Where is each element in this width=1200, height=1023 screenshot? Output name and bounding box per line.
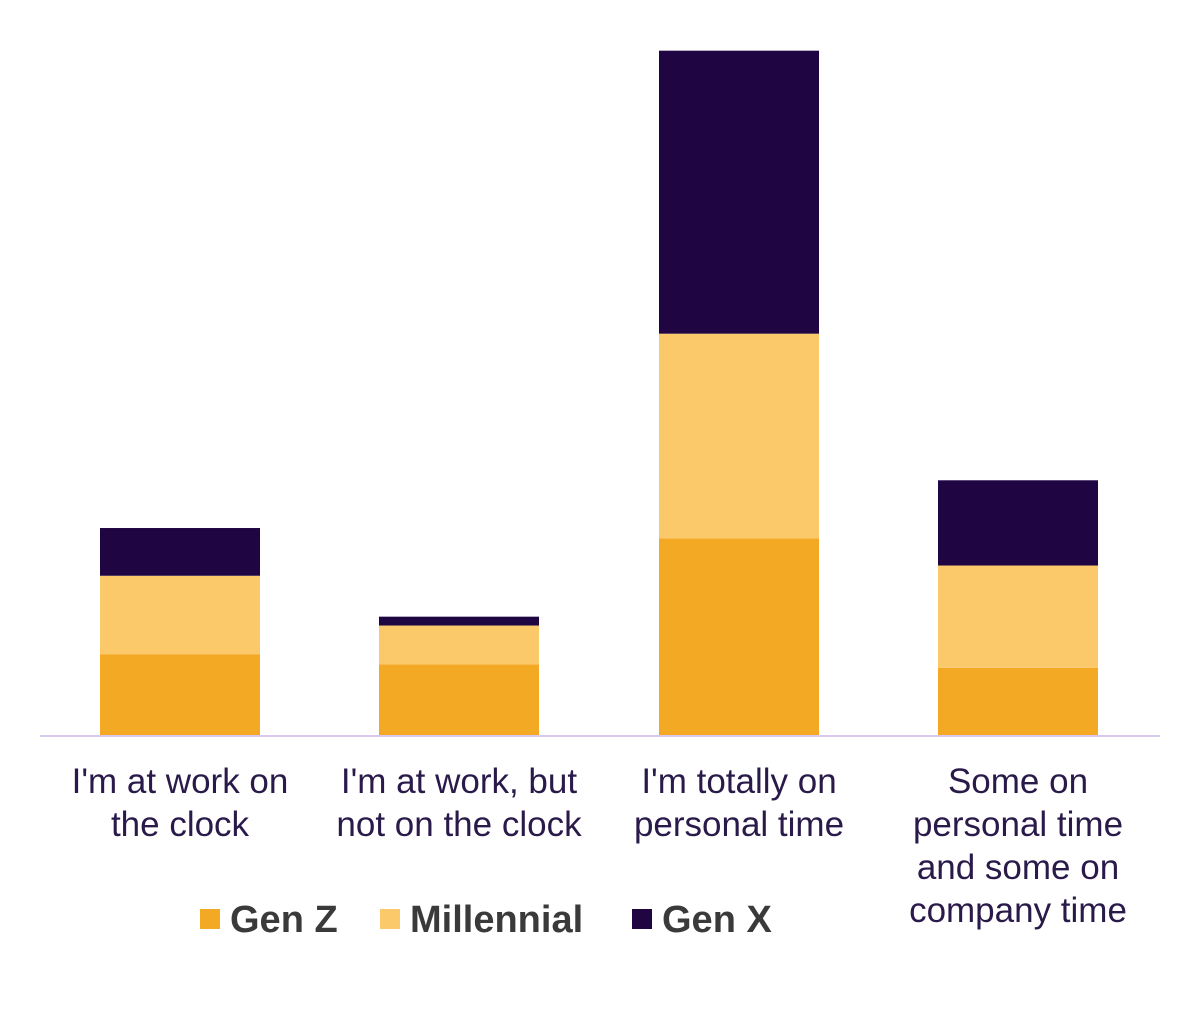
bar-millennial-cat-1	[100, 575, 260, 655]
bar-gen-z-cat-4	[938, 667, 1098, 736]
category-label-line: I'm at work on	[72, 762, 289, 801]
category-label-line: company time	[909, 891, 1127, 930]
category-label-line: I'm at work, but	[341, 762, 577, 801]
legend-swatch-millennial	[380, 909, 400, 929]
legend-label-gen-z: Gen Z	[230, 899, 338, 941]
bar-gen-z-cat-3	[659, 538, 819, 736]
bar-gen-x-cat-1	[100, 528, 260, 576]
bar-gen-x-cat-4	[938, 480, 1098, 566]
category-label-line: the clock	[111, 805, 250, 844]
legend-swatch-gen-x	[632, 909, 652, 929]
bar-millennial-cat-3	[659, 333, 819, 539]
bar-millennial-cat-4	[938, 565, 1098, 668]
category-label-line: I'm totally on	[641, 762, 836, 801]
category-label-line: personal time	[913, 805, 1123, 844]
category-label-line: personal time	[634, 805, 844, 844]
category-label-line: not on the clock	[336, 805, 582, 844]
legend: Gen Z Millennial Gen X	[200, 899, 772, 941]
legend-label-gen-x: Gen X	[662, 899, 772, 941]
category-label-line: and some on	[917, 848, 1119, 887]
bar-gen-x-cat-3	[659, 50, 819, 334]
bar-gen-x-cat-2	[379, 616, 539, 626]
category-label-1: I'm at work on the clock	[72, 762, 289, 844]
legend-label-millennial: Millennial	[410, 899, 583, 941]
category-label-4: Some on personal time and some on company t…	[909, 762, 1127, 930]
category-label-line: Some on	[948, 762, 1088, 801]
bars-group	[100, 50, 1098, 736]
category-labels: I'm at work on the clock I'm at work, but n…	[72, 762, 1127, 930]
legend-swatch-gen-z	[200, 909, 220, 929]
bar-gen-z-cat-2	[379, 664, 539, 736]
category-label-2: I'm at work, but not on the clock	[336, 762, 582, 844]
bar-millennial-cat-2	[379, 625, 539, 665]
category-label-3: I'm totally on personal time	[634, 762, 844, 844]
bar-gen-z-cat-1	[100, 654, 260, 736]
